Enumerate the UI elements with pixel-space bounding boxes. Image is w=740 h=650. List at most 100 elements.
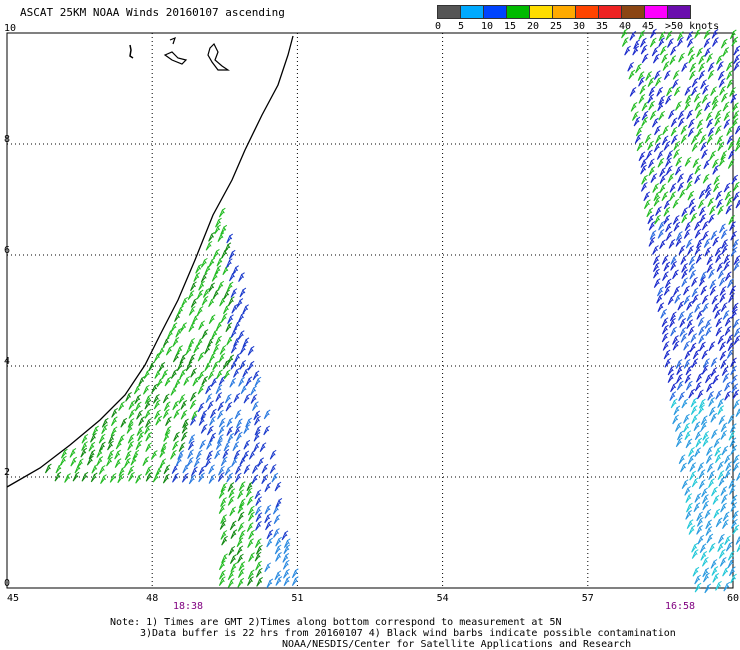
wind-barb	[648, 166, 656, 177]
wind-barb	[697, 462, 705, 472]
wind-barb	[681, 62, 688, 72]
wind-barb	[694, 174, 701, 184]
wind-barb	[639, 37, 647, 48]
wind-barb	[732, 454, 740, 465]
wind-barb	[702, 173, 710, 184]
wind-barb	[701, 149, 708, 160]
wind-barb	[681, 213, 688, 224]
wind-barb	[699, 543, 707, 554]
wind-barb	[732, 524, 740, 535]
wind-barb	[719, 341, 726, 352]
wind-barb	[101, 417, 109, 428]
wind-barb	[678, 245, 686, 255]
wind-barb	[674, 422, 682, 432]
wind-barb	[717, 70, 725, 81]
wind-barb	[681, 207, 688, 217]
wind-barb	[678, 52, 685, 63]
wind-barb	[712, 37, 719, 47]
wind-barb	[188, 322, 196, 333]
wind-barb	[691, 287, 699, 298]
wind-barb	[643, 199, 651, 210]
wind-barb	[701, 364, 709, 375]
wind-barb	[654, 76, 662, 87]
wind-barb	[638, 30, 646, 40]
wind-barb	[228, 271, 236, 282]
wind-barb	[200, 409, 208, 420]
wind-barb	[724, 381, 731, 392]
wind-barb	[186, 456, 194, 467]
wind-barb	[701, 556, 709, 567]
wind-barb	[652, 245, 659, 255]
wind-barb	[218, 504, 226, 514]
wind-barb	[60, 448, 68, 459]
wind-barb	[662, 271, 669, 282]
wind-barb	[247, 505, 255, 516]
wind-barb	[225, 401, 233, 412]
wind-barb	[675, 437, 683, 448]
wind-barb	[273, 528, 280, 538]
wind-barb	[222, 304, 230, 315]
wind-barb	[683, 285, 690, 296]
wind-barb	[208, 352, 216, 363]
wind-barb	[687, 127, 695, 137]
wind-barb	[713, 182, 720, 193]
wind-barb	[247, 345, 255, 356]
wind-barb	[163, 464, 171, 475]
wind-barb	[182, 418, 189, 429]
wind-barb	[700, 415, 708, 426]
wind-barb	[254, 551, 262, 562]
wind-barb	[238, 561, 246, 571]
wind-barb	[135, 440, 143, 451]
wind-barb	[716, 61, 724, 71]
wind-barb	[730, 230, 737, 241]
wind-barb	[638, 151, 646, 162]
wind-barb	[713, 437, 721, 448]
wind-barb	[209, 408, 217, 419]
wind-barb	[710, 559, 718, 569]
wind-barb	[180, 322, 187, 332]
wind-barb	[246, 495, 254, 506]
wind-barb	[138, 376, 145, 386]
wind-barb	[237, 522, 245, 532]
wind-barb	[255, 521, 262, 531]
wind-barb	[726, 196, 733, 207]
wind-barb	[251, 464, 259, 474]
wind-barb	[245, 417, 252, 428]
wind-barb	[659, 45, 667, 56]
wind-barb	[689, 70, 696, 81]
wind-barb	[188, 434, 196, 444]
wind-barb	[688, 388, 696, 399]
wind-barb	[704, 583, 712, 594]
wind-barb	[657, 229, 665, 239]
wind-barb	[208, 282, 215, 293]
wind-barb	[729, 485, 736, 495]
wind-barb	[254, 505, 262, 516]
wind-barb	[696, 47, 703, 58]
wind-barb	[684, 86, 692, 96]
wind-barb	[649, 110, 657, 121]
wind-barb	[698, 189, 706, 200]
wind-barb	[716, 262, 724, 272]
wind-barb	[640, 164, 647, 175]
wind-barb	[209, 432, 217, 443]
wind-barb	[177, 450, 185, 460]
wind-barb	[728, 293, 735, 303]
wind-barb	[675, 231, 683, 241]
wind-barb	[653, 196, 661, 207]
wind-barb	[59, 455, 67, 466]
wind-barb	[721, 244, 729, 255]
wind-barb	[730, 502, 738, 512]
wind-barb	[728, 566, 736, 577]
wind-barb	[712, 158, 719, 169]
wind-barb	[668, 239, 676, 249]
wind-barb	[714, 446, 722, 457]
wind-barb	[259, 442, 267, 453]
wind-barb	[657, 101, 664, 112]
wind-barb	[659, 183, 667, 194]
wind-barb	[654, 125, 661, 136]
wind-barb	[133, 384, 141, 395]
wind-barb	[704, 183, 712, 194]
wind-barb	[648, 100, 655, 111]
wind-barb	[721, 366, 729, 377]
island-outline	[169, 36, 176, 45]
